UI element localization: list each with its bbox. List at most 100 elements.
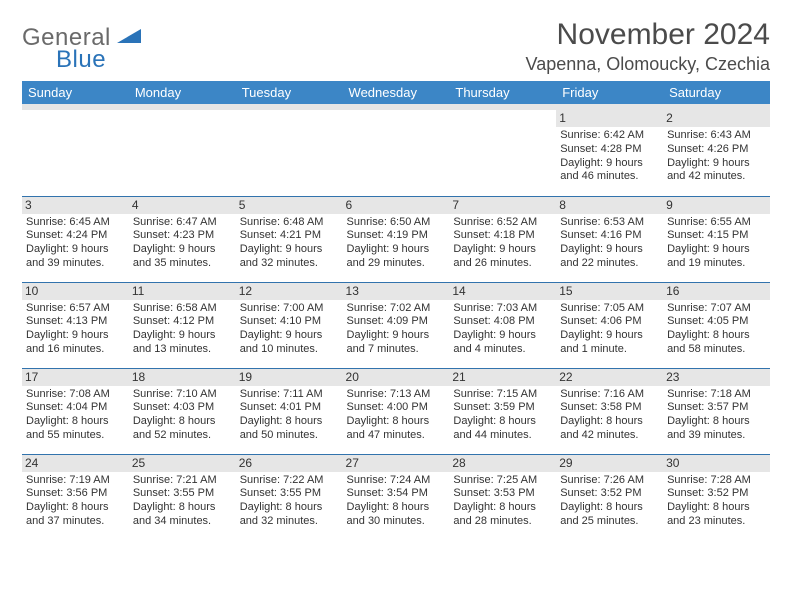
daylight-text: Daylight: 8 hours and 47 minutes. (347, 415, 446, 443)
daylight-text: Daylight: 9 hours and 32 minutes. (240, 243, 339, 271)
day-number: 6 (343, 197, 450, 214)
sunrise-text: Sunrise: 6:52 AM (453, 216, 552, 230)
daylight-text: Daylight: 9 hours and 16 minutes. (26, 329, 125, 357)
day-number: 11 (129, 283, 236, 300)
day-cell: 5Sunrise: 6:48 AMSunset: 4:21 PMDaylight… (236, 196, 343, 282)
sunrise-text: Sunrise: 7:08 AM (26, 388, 125, 402)
day-cell: 1Sunrise: 6:42 AMSunset: 4:28 PMDaylight… (556, 110, 663, 196)
logo-text-blue: Blue (56, 46, 106, 74)
sunrise-text: Sunrise: 7:05 AM (560, 302, 659, 316)
sunset-text: Sunset: 3:54 PM (347, 487, 446, 501)
day-cell: 27Sunrise: 7:24 AMSunset: 3:54 PMDayligh… (343, 454, 450, 540)
day-cell: 11Sunrise: 6:58 AMSunset: 4:12 PMDayligh… (129, 282, 236, 368)
daylight-text: Daylight: 8 hours and 44 minutes. (453, 415, 552, 443)
daylight-text: Daylight: 9 hours and 10 minutes. (240, 329, 339, 357)
sunset-text: Sunset: 4:26 PM (667, 143, 766, 157)
day-number: 10 (22, 283, 129, 300)
sunset-text: Sunset: 4:28 PM (560, 143, 659, 157)
day-cell (22, 110, 129, 196)
day-number: 2 (663, 110, 770, 127)
daylight-text: Daylight: 9 hours and 7 minutes. (347, 329, 446, 357)
sunset-text: Sunset: 3:52 PM (560, 487, 659, 501)
day-cell (236, 110, 343, 196)
sunrise-text: Sunrise: 6:55 AM (667, 216, 766, 230)
day-cell: 8Sunrise: 6:53 AMSunset: 4:16 PMDaylight… (556, 196, 663, 282)
day-number: 19 (236, 369, 343, 386)
day-cell: 15Sunrise: 7:05 AMSunset: 4:06 PMDayligh… (556, 282, 663, 368)
daylight-text: Daylight: 8 hours and 39 minutes. (667, 415, 766, 443)
sunset-text: Sunset: 3:56 PM (26, 487, 125, 501)
daylight-text: Daylight: 8 hours and 28 minutes. (453, 501, 552, 529)
sunrise-text: Sunrise: 7:13 AM (347, 388, 446, 402)
day-number: 8 (556, 197, 663, 214)
daylight-text: Daylight: 8 hours and 30 minutes. (347, 501, 446, 529)
sunrise-text: Sunrise: 7:11 AM (240, 388, 339, 402)
daylight-text: Daylight: 9 hours and 29 minutes. (347, 243, 446, 271)
day-cell: 22Sunrise: 7:16 AMSunset: 3:58 PMDayligh… (556, 368, 663, 454)
calendar-body: 1Sunrise: 6:42 AMSunset: 4:28 PMDaylight… (22, 110, 770, 540)
day-cell: 3Sunrise: 6:45 AMSunset: 4:24 PMDaylight… (22, 196, 129, 282)
daylight-text: Daylight: 9 hours and 46 minutes. (560, 157, 659, 185)
day-number: 18 (129, 369, 236, 386)
day-cell: 7Sunrise: 6:52 AMSunset: 4:18 PMDaylight… (449, 196, 556, 282)
sunrise-text: Sunrise: 7:24 AM (347, 474, 446, 488)
day-header: Saturday (663, 81, 770, 104)
sunset-text: Sunset: 4:03 PM (133, 401, 232, 415)
calendar-page: General Blue November 2024 Vapenna, Olom… (0, 0, 792, 540)
day-number: 23 (663, 369, 770, 386)
day-cell: 9Sunrise: 6:55 AMSunset: 4:15 PMDaylight… (663, 196, 770, 282)
day-cell (343, 110, 450, 196)
day-number: 17 (22, 369, 129, 386)
sunset-text: Sunset: 4:09 PM (347, 315, 446, 329)
day-cell: 25Sunrise: 7:21 AMSunset: 3:55 PMDayligh… (129, 454, 236, 540)
sunrise-text: Sunrise: 6:42 AM (560, 129, 659, 143)
daylight-text: Daylight: 9 hours and 4 minutes. (453, 329, 552, 357)
sunrise-text: Sunrise: 7:00 AM (240, 302, 339, 316)
day-cell: 16Sunrise: 7:07 AMSunset: 4:05 PMDayligh… (663, 282, 770, 368)
day-number: 29 (556, 455, 663, 472)
week-row: 17Sunrise: 7:08 AMSunset: 4:04 PMDayligh… (22, 368, 770, 454)
day-cell: 4Sunrise: 6:47 AMSunset: 4:23 PMDaylight… (129, 196, 236, 282)
sunrise-text: Sunrise: 6:48 AM (240, 216, 339, 230)
daylight-text: Daylight: 9 hours and 22 minutes. (560, 243, 659, 271)
location: Vapenna, Olomoucky, Czechia (526, 54, 770, 75)
sunrise-text: Sunrise: 6:45 AM (26, 216, 125, 230)
day-header: Thursday (449, 81, 556, 104)
day-number: 28 (449, 455, 556, 472)
day-header: Wednesday (343, 81, 450, 104)
sunset-text: Sunset: 3:53 PM (453, 487, 552, 501)
sunset-text: Sunset: 4:19 PM (347, 229, 446, 243)
daylight-text: Daylight: 8 hours and 23 minutes. (667, 501, 766, 529)
daylight-text: Daylight: 8 hours and 34 minutes. (133, 501, 232, 529)
day-cell: 28Sunrise: 7:25 AMSunset: 3:53 PMDayligh… (449, 454, 556, 540)
sunset-text: Sunset: 4:01 PM (240, 401, 339, 415)
logo: General Blue (22, 18, 141, 52)
sunset-text: Sunset: 3:59 PM (453, 401, 552, 415)
sunset-text: Sunset: 4:16 PM (560, 229, 659, 243)
header: General Blue November 2024 Vapenna, Olom… (22, 18, 770, 75)
daylight-text: Daylight: 8 hours and 42 minutes. (560, 415, 659, 443)
day-cell: 26Sunrise: 7:22 AMSunset: 3:55 PMDayligh… (236, 454, 343, 540)
day-cell: 20Sunrise: 7:13 AMSunset: 4:00 PMDayligh… (343, 368, 450, 454)
daylight-text: Daylight: 9 hours and 13 minutes. (133, 329, 232, 357)
sunrise-text: Sunrise: 7:22 AM (240, 474, 339, 488)
day-number: 13 (343, 283, 450, 300)
day-number: 12 (236, 283, 343, 300)
sunrise-text: Sunrise: 6:50 AM (347, 216, 446, 230)
sunset-text: Sunset: 4:13 PM (26, 315, 125, 329)
week-row: 10Sunrise: 6:57 AMSunset: 4:13 PMDayligh… (22, 282, 770, 368)
sunset-text: Sunset: 4:15 PM (667, 229, 766, 243)
sunrise-text: Sunrise: 7:19 AM (26, 474, 125, 488)
day-cell: 2Sunrise: 6:43 AMSunset: 4:26 PMDaylight… (663, 110, 770, 196)
day-cell: 13Sunrise: 7:02 AMSunset: 4:09 PMDayligh… (343, 282, 450, 368)
day-number: 9 (663, 197, 770, 214)
sunset-text: Sunset: 4:23 PM (133, 229, 232, 243)
sunset-text: Sunset: 4:00 PM (347, 401, 446, 415)
sunrise-text: Sunrise: 7:18 AM (667, 388, 766, 402)
daylight-text: Daylight: 8 hours and 32 minutes. (240, 501, 339, 529)
sunset-text: Sunset: 4:24 PM (26, 229, 125, 243)
sunset-text: Sunset: 4:21 PM (240, 229, 339, 243)
sunset-text: Sunset: 4:10 PM (240, 315, 339, 329)
day-cell (129, 110, 236, 196)
day-number: 25 (129, 455, 236, 472)
